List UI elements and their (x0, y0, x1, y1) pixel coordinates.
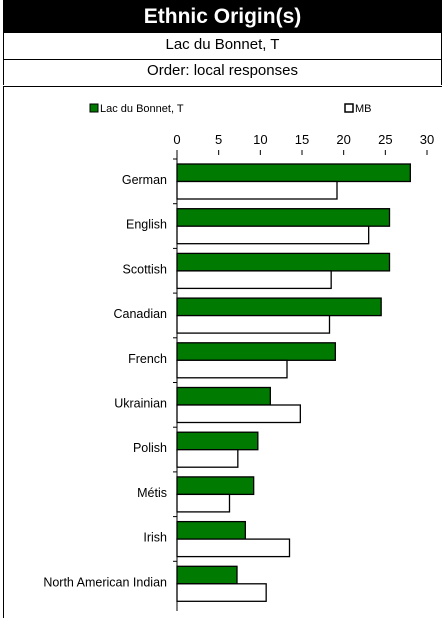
category-label: English (126, 218, 167, 232)
header-box: Lac du Bonnet, T Order: local responses (3, 33, 442, 85)
bar-mb (176, 180, 338, 200)
bar-mb (176, 493, 231, 513)
left-border (3, 86, 4, 618)
legend: Lac du Bonnet, T MB (89, 103, 372, 115)
legend-swatch-local (89, 103, 99, 113)
category-label: Irish (143, 531, 167, 545)
bar-local (176, 163, 411, 183)
chart-subtitle: Lac du Bonnet, T (165, 36, 280, 53)
bar-mb (176, 538, 291, 558)
bar-local (176, 565, 238, 585)
bar-mb (176, 404, 301, 424)
category-label: Polish (133, 441, 167, 455)
bar-local (176, 386, 271, 406)
category-label: French (128, 352, 167, 366)
x-tick-label: 5 (215, 132, 222, 147)
bar-local (176, 297, 382, 317)
category-label: Scottish (123, 262, 168, 276)
header-bottom-border (3, 86, 442, 87)
bar-local (176, 252, 391, 272)
bar-local (176, 208, 391, 227)
x-tick-label: 25 (378, 132, 392, 147)
x-tick-label: 15 (295, 132, 309, 147)
header-divider (3, 59, 442, 60)
chart-title: Ethnic Origin(s) (3, 0, 442, 33)
category-label: Métis (137, 486, 167, 500)
bar-mb (176, 449, 239, 468)
bar-mb (176, 359, 288, 379)
bar-local (176, 520, 246, 540)
category-label: Ukrainian (114, 397, 167, 411)
x-tick-label: 10 (253, 132, 267, 147)
x-tick-label: 20 (336, 132, 350, 147)
x-tick-label: 30 (420, 132, 434, 147)
category-label: Canadian (113, 307, 167, 321)
bar-local (176, 476, 255, 496)
bar-mb (176, 225, 370, 245)
y-axis: German English Scottish Canadian French Ukrai… (43, 155, 178, 611)
bar-local (176, 342, 336, 361)
legend-label-local: Lac du Bonnet, T (100, 103, 184, 115)
bar-mb (176, 270, 332, 290)
bar-mb (176, 314, 331, 334)
order-note: Order: local responses (147, 62, 298, 79)
bar-local (176, 431, 259, 451)
category-label: North American Indian (43, 575, 167, 589)
x-axis: 0 5 10 15 20 25 30 (173, 132, 434, 155)
category-label: German (122, 173, 167, 187)
legend-swatch-mb (344, 103, 354, 113)
bar-mb (176, 583, 267, 602)
x-tick-label: 0 (173, 132, 180, 147)
legend-label-mb: MB (355, 103, 372, 115)
bars (176, 163, 411, 602)
bar-chart: Lac du Bonnet, T MB 0 5 10 15 20 25 30 German E… (43, 103, 434, 611)
